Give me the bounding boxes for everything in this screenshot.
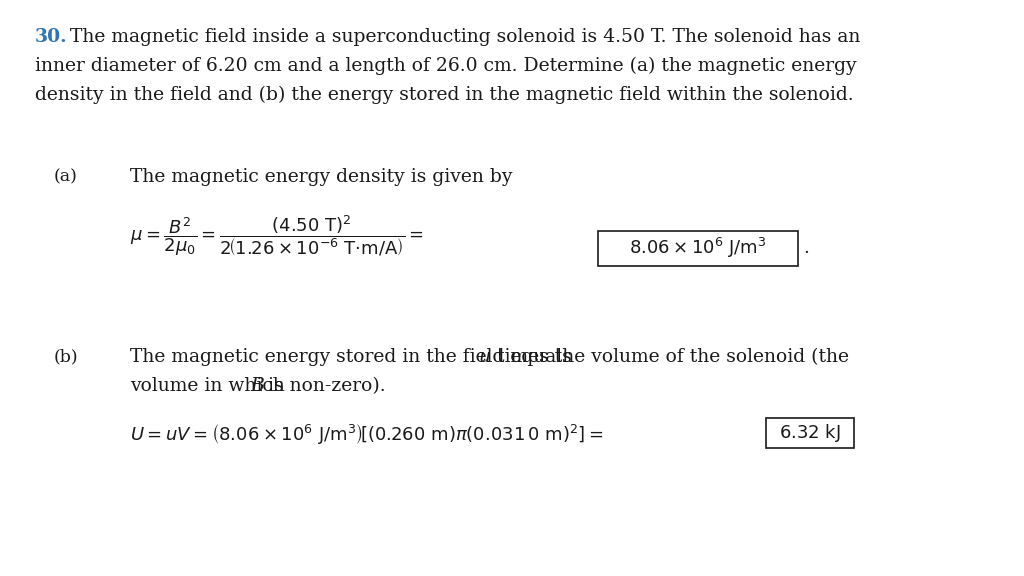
Text: inner diameter of 6.20 cm and a length of 26.0 cm. Determine (a) the magnetic en: inner diameter of 6.20 cm and a length o… [35, 57, 857, 75]
Text: volume in which: volume in which [130, 377, 291, 395]
Text: is non-zero).: is non-zero). [262, 377, 386, 395]
Text: density in the field and (b) the energy stored in the magnetic field within the : density in the field and (b) the energy … [35, 86, 854, 104]
FancyBboxPatch shape [598, 231, 798, 266]
Text: The magnetic field inside a superconducting solenoid is 4.50 T. The solenoid has: The magnetic field inside a superconduct… [70, 28, 860, 46]
Text: $\mu = \dfrac{B^2}{2\mu_0} = \dfrac{(4.50\ \mathrm{T})^2}{2\!\left(1.26\times10^: $\mu = \dfrac{B^2}{2\mu_0} = \dfrac{(4.5… [130, 214, 424, 259]
Text: $U = uV = \left(8.06\times10^6\ \mathrm{J/m^3}\right)\!\left[(0.260\ \mathrm{m}): $U = uV = \left(8.06\times10^6\ \mathrm{… [130, 420, 603, 445]
Text: The magnetic energy stored in the field equals: The magnetic energy stored in the field … [130, 348, 578, 366]
Text: $6.32\ \mathrm{kJ}$: $6.32\ \mathrm{kJ}$ [779, 422, 841, 444]
Text: The magnetic energy density is given by: The magnetic energy density is given by [130, 168, 512, 186]
Text: $8.06\times10^6\ \mathrm{J/m^3}$: $8.06\times10^6\ \mathrm{J/m^3}$ [629, 236, 767, 260]
Text: u: u [479, 348, 492, 366]
Text: B: B [250, 377, 264, 395]
Text: .: . [803, 239, 809, 257]
FancyBboxPatch shape [766, 418, 854, 448]
Text: times the volume of the solenoid (the: times the volume of the solenoid (the [490, 348, 849, 366]
Text: (a): (a) [54, 168, 78, 185]
Text: 30.: 30. [35, 28, 68, 46]
Text: (b): (b) [54, 348, 79, 365]
